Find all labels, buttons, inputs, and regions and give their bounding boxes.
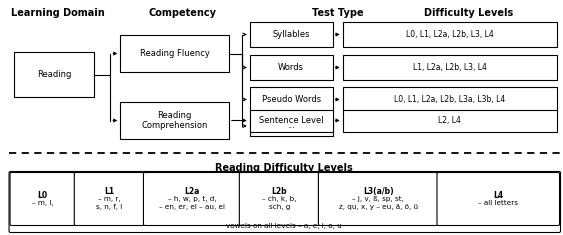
- Text: s, n, f, l: s, n, f, l: [96, 204, 123, 209]
- FancyBboxPatch shape: [250, 110, 333, 132]
- Text: – m, l,: – m, l,: [32, 200, 53, 206]
- FancyBboxPatch shape: [250, 87, 333, 112]
- Text: L1, L2a, L2b, L3, L4: L1, L2a, L2b, L3, L4: [413, 63, 487, 72]
- Text: Difficulty Levels: Difficulty Levels: [425, 8, 513, 18]
- Text: L2, L4: L2, L4: [439, 116, 461, 125]
- Text: L1: L1: [104, 187, 114, 196]
- Text: z, qu, x, y – eu, ä, ö, ü: z, qu, x, y – eu, ä, ö, ü: [338, 204, 418, 209]
- FancyBboxPatch shape: [10, 172, 75, 226]
- Text: ...: ...: [287, 121, 295, 130]
- FancyBboxPatch shape: [250, 116, 333, 136]
- FancyBboxPatch shape: [120, 102, 229, 139]
- Text: Reading Difficulty Levels: Reading Difficulty Levels: [216, 163, 353, 173]
- Text: – all letters: – all letters: [478, 200, 519, 206]
- Text: Reading
Comprehension: Reading Comprehension: [141, 111, 208, 130]
- Text: Syllables: Syllables: [272, 30, 310, 39]
- Text: – ch, k, b,: – ch, k, b,: [262, 196, 297, 202]
- Text: – m, r,: – m, r,: [98, 196, 120, 202]
- FancyBboxPatch shape: [250, 22, 333, 47]
- FancyBboxPatch shape: [343, 87, 557, 112]
- Text: Pseudo Words: Pseudo Words: [262, 95, 321, 104]
- FancyBboxPatch shape: [9, 172, 561, 232]
- FancyBboxPatch shape: [144, 172, 240, 226]
- Text: L2b: L2b: [271, 187, 287, 196]
- Text: L0, L1, L2a, L2b, L3, L4: L0, L1, L2a, L2b, L3, L4: [406, 30, 494, 39]
- Text: L0: L0: [38, 191, 48, 200]
- Text: Reading: Reading: [37, 70, 71, 79]
- Text: – h, w, p, t, d,: – h, w, p, t, d,: [168, 196, 216, 202]
- Text: Words: Words: [278, 63, 304, 72]
- Text: Sentence Level: Sentence Level: [259, 116, 324, 125]
- FancyBboxPatch shape: [120, 35, 229, 72]
- Text: Competency: Competency: [149, 8, 217, 18]
- Text: Reading Fluency: Reading Fluency: [140, 49, 209, 58]
- FancyBboxPatch shape: [239, 172, 319, 226]
- Text: L3(a/b): L3(a/b): [363, 187, 394, 196]
- Text: vowels on all levels – a, e, i, o, u: vowels on all levels – a, e, i, o, u: [226, 223, 342, 229]
- FancyBboxPatch shape: [343, 22, 557, 47]
- Text: Learning Domain: Learning Domain: [11, 8, 105, 18]
- FancyBboxPatch shape: [343, 110, 557, 132]
- Text: Test Type: Test Type: [312, 8, 364, 18]
- FancyBboxPatch shape: [319, 172, 438, 226]
- FancyBboxPatch shape: [15, 52, 93, 97]
- FancyBboxPatch shape: [343, 55, 557, 80]
- FancyBboxPatch shape: [250, 55, 333, 80]
- Text: L4: L4: [493, 191, 503, 200]
- Text: L0, L1, L2a, L2b, L3a, L3b, L4: L0, L1, L2a, L2b, L3a, L3b, L4: [394, 95, 506, 104]
- Text: L2a: L2a: [184, 187, 199, 196]
- Text: sch, g: sch, g: [269, 204, 290, 209]
- Text: – j, v, ß, sp, st,: – j, v, ß, sp, st,: [352, 196, 404, 202]
- FancyBboxPatch shape: [437, 172, 560, 226]
- FancyBboxPatch shape: [74, 172, 145, 226]
- Text: – en, er, el – au, ei: – en, er, el – au, ei: [159, 204, 225, 209]
